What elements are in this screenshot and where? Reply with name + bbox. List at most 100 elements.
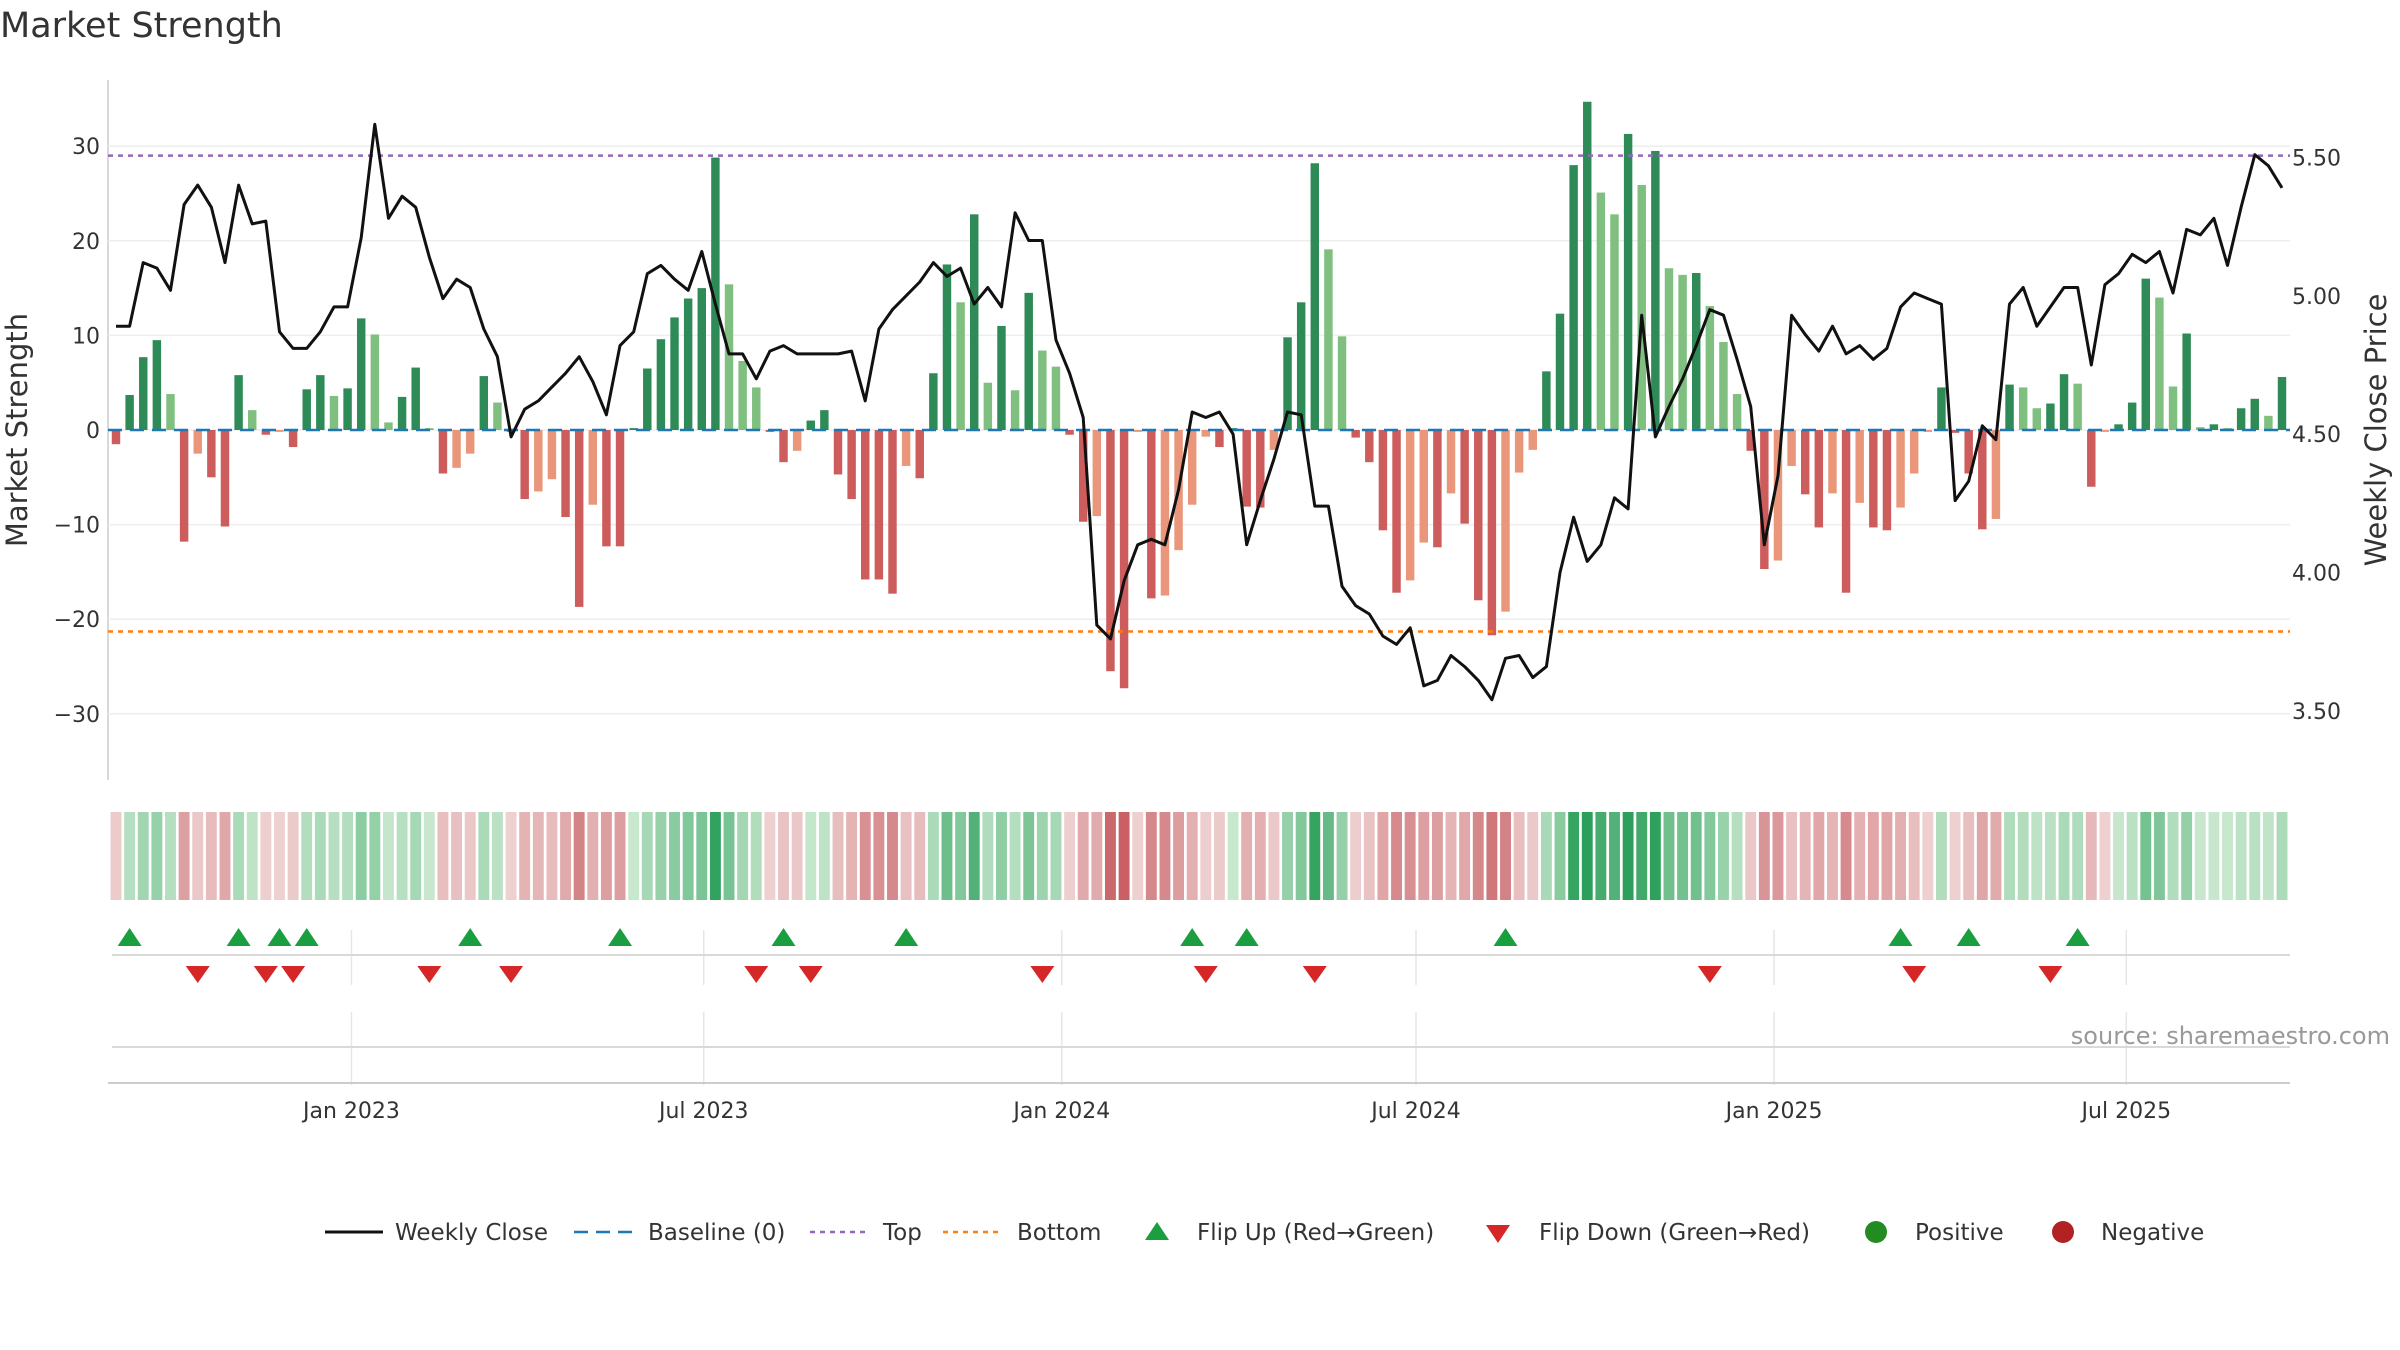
strength-bar bbox=[1269, 430, 1279, 450]
heat-cell bbox=[1595, 812, 1607, 900]
x-tick-label: Jul 2023 bbox=[657, 1099, 749, 1124]
y-tick-label: −30 bbox=[54, 703, 100, 728]
strength-bar bbox=[1978, 430, 1987, 530]
heat-cell bbox=[546, 812, 558, 900]
heat-cell bbox=[1254, 812, 1266, 900]
heat-cell bbox=[1077, 812, 1089, 900]
heat-cell bbox=[1309, 812, 1321, 900]
x-tick-label: Jul 2024 bbox=[1369, 1099, 1461, 1124]
strength-bar bbox=[1991, 430, 2001, 519]
strength-bar bbox=[888, 430, 897, 594]
heat-cell bbox=[328, 812, 340, 900]
y2-tick-label: 4.00 bbox=[2292, 561, 2341, 586]
x-tick-label: Jul 2025 bbox=[2080, 1099, 2172, 1124]
heat-cell bbox=[1949, 812, 1961, 900]
strength-bar bbox=[847, 430, 856, 500]
strength-bar bbox=[1542, 371, 1551, 430]
x-tick-label: Jan 2024 bbox=[1011, 1099, 1110, 1124]
heat-cell bbox=[927, 812, 939, 900]
strength-bar bbox=[288, 430, 298, 448]
strength-bar bbox=[2032, 408, 2042, 430]
heat-cell bbox=[464, 812, 476, 900]
flip-up-marker bbox=[1180, 928, 1205, 946]
strength-bar bbox=[1569, 165, 1578, 430]
heat-cell bbox=[2004, 812, 2015, 900]
flip-down-marker bbox=[185, 966, 210, 983]
strength-bar bbox=[2127, 402, 2137, 430]
heat-cell bbox=[1145, 812, 1157, 900]
strength-bar bbox=[1446, 430, 1456, 494]
strength-bar bbox=[615, 430, 625, 547]
heat-cell bbox=[1540, 812, 1552, 900]
heat-cell bbox=[900, 812, 912, 900]
strength-bar bbox=[1187, 430, 1197, 505]
strength-bar bbox=[1869, 430, 1878, 528]
strength-bar bbox=[901, 430, 911, 466]
heat-cell bbox=[1200, 812, 1212, 900]
heat-cell bbox=[1935, 812, 1947, 900]
heat-cell bbox=[1554, 812, 1566, 900]
strength-bar bbox=[1937, 387, 1946, 430]
heat-cell bbox=[246, 812, 258, 900]
strength-bar bbox=[411, 367, 420, 430]
strength-bar bbox=[1392, 430, 1401, 593]
strength-bar bbox=[2087, 430, 2096, 487]
strength-bar bbox=[166, 394, 175, 430]
y-tick-label: 0 bbox=[86, 419, 100, 444]
strength-bar bbox=[1365, 430, 1374, 463]
strength-bar bbox=[1160, 430, 1170, 596]
heat-cell bbox=[573, 812, 585, 900]
heat-cell bbox=[383, 812, 394, 900]
strength-bar bbox=[643, 368, 652, 430]
strength-bar bbox=[1310, 163, 1320, 431]
heat-cell bbox=[1704, 812, 1716, 900]
heat-cell bbox=[1745, 812, 1757, 900]
heat-cell bbox=[274, 812, 285, 900]
legend-flip-up-marker bbox=[1145, 1222, 1169, 1240]
heat-cell bbox=[1854, 812, 1866, 900]
strength-bar bbox=[2046, 403, 2055, 430]
strength-bar bbox=[356, 318, 366, 430]
heat-cell bbox=[519, 812, 531, 900]
heat-cell bbox=[1404, 812, 1416, 900]
strength-bar bbox=[275, 430, 284, 432]
y-tick-label: −10 bbox=[54, 514, 100, 539]
heat-cell bbox=[955, 812, 967, 900]
flip-down-marker bbox=[2038, 966, 2063, 983]
axis-ticks: −30 −20 −10 0 10 20 30 3.50 4.00 4.50 5.00 5.50 Jan … bbox=[54, 135, 2341, 1124]
strength-bar bbox=[683, 298, 693, 430]
flip-down-marker bbox=[1902, 966, 1927, 983]
heat-cell bbox=[1445, 812, 1457, 900]
heat-cell bbox=[832, 812, 844, 900]
strength-bar bbox=[915, 430, 924, 479]
y2-tick-label: 3.50 bbox=[2292, 700, 2341, 725]
heat-cell bbox=[1622, 812, 1634, 900]
strength-bar bbox=[438, 430, 448, 474]
heat-cell bbox=[1064, 812, 1076, 900]
strength-bar bbox=[2155, 297, 2164, 430]
strength-bar bbox=[1583, 101, 1592, 430]
heat-cell bbox=[505, 812, 517, 900]
strength-bar bbox=[547, 430, 557, 480]
heat-cell bbox=[2072, 812, 2084, 900]
heat-cell bbox=[1322, 812, 1334, 900]
strength-bar bbox=[397, 396, 407, 430]
heat-cell bbox=[1799, 812, 1811, 900]
heat-cell bbox=[1186, 812, 1198, 900]
flip-down-marker bbox=[1697, 966, 1722, 983]
heat-cell bbox=[410, 812, 422, 900]
strength-bar bbox=[820, 410, 829, 430]
flip-up-marker bbox=[1493, 928, 1518, 946]
source-note: source: sharemaestro.com bbox=[2071, 1022, 2390, 1050]
strength-bar bbox=[2168, 386, 2178, 430]
strength-bar bbox=[2182, 333, 2191, 430]
strength-bar bbox=[1664, 268, 1674, 430]
heat-cell bbox=[1636, 812, 1648, 900]
strength-bar bbox=[1433, 430, 1442, 548]
heat-cell bbox=[560, 812, 571, 900]
x-tick-label: Jan 2023 bbox=[301, 1099, 400, 1124]
heat-cell bbox=[110, 812, 122, 900]
heat-cell bbox=[1922, 812, 1934, 900]
flip-up-marker bbox=[294, 928, 319, 946]
heat-cell bbox=[2153, 812, 2165, 900]
